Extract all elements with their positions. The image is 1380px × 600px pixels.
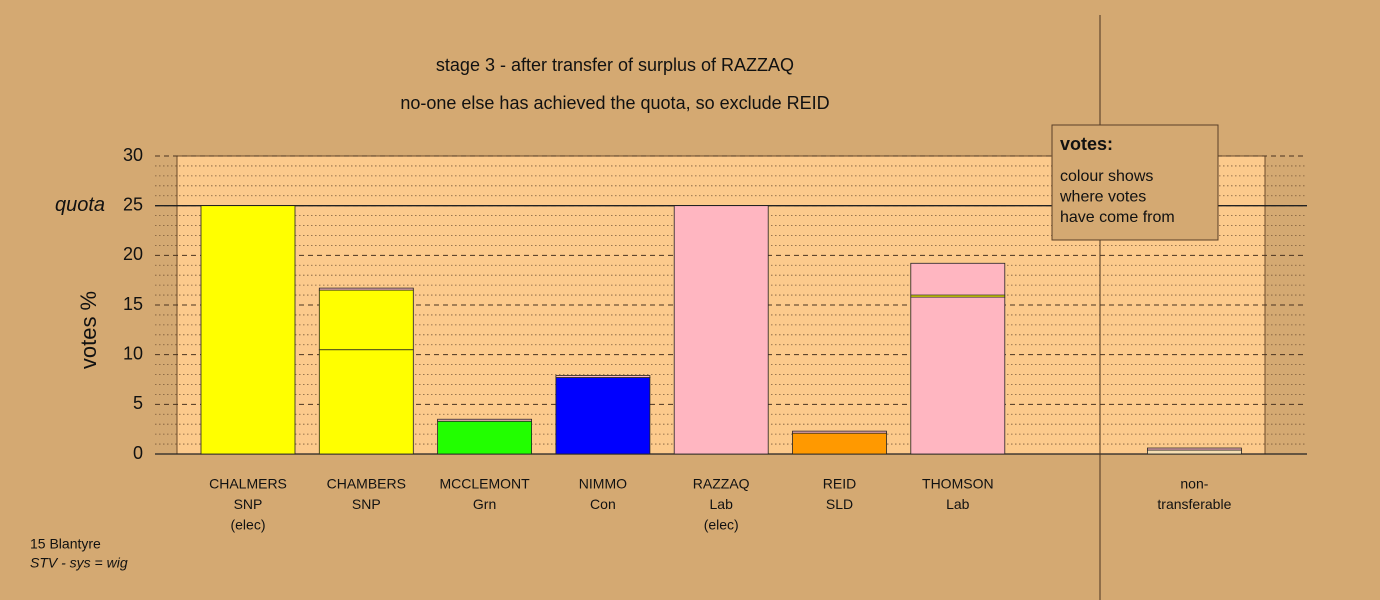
x-tick-label: transferable [1157, 496, 1231, 512]
bar-segment [318, 287, 414, 291]
bar-segment [792, 432, 887, 455]
bar-segment [910, 296, 1006, 455]
y-tick-label: 15 [123, 294, 143, 314]
legend-box [1051, 124, 1219, 241]
x-tick-label: non- [1180, 476, 1208, 492]
bar-segment [437, 420, 533, 455]
x-tick-label: MCCLEMONT [439, 476, 530, 492]
x-tick-label: RAZZAQ [693, 476, 750, 492]
x-tick-label: CHALMERS [209, 476, 287, 492]
y-tick-label: 25 [123, 194, 143, 214]
y-tick-label: 10 [123, 343, 143, 363]
legend-text: colour shows [1060, 168, 1153, 185]
chart-title: stage 3 - after transfer of surplus of R… [436, 55, 794, 75]
chart-subtitle: no-one else has achieved the quota, so e… [400, 93, 829, 113]
y-axis-label: votes % [76, 291, 101, 369]
legend-text: where votes [1059, 189, 1146, 206]
x-tick-label: SNP [234, 496, 263, 512]
x-tick-label: THOMSON [922, 476, 994, 492]
y-tick-label: 30 [123, 145, 143, 165]
bar-segment [437, 418, 533, 422]
note: 15 Blantyre [30, 536, 101, 552]
bar-segment [200, 205, 296, 455]
bar-segment [792, 430, 887, 434]
y-tick-label: 5 [133, 393, 143, 413]
bar-segment [673, 205, 769, 455]
x-tick-label: Grn [473, 496, 496, 512]
y-tick-label: 20 [123, 244, 143, 264]
bar-segment [555, 375, 651, 378]
bar-segment [1147, 449, 1242, 455]
note: STV - sys = wig [30, 555, 128, 571]
legend-text: have come from [1060, 209, 1175, 226]
x-tick-label: SNP [352, 496, 381, 512]
y-tick-label: 0 [133, 443, 143, 463]
legend-title: votes: [1060, 134, 1113, 154]
x-tick-label: CHAMBERS [327, 476, 406, 492]
x-tick-label: Con [590, 496, 616, 512]
x-tick-label: (elec) [230, 517, 265, 533]
bar-segment [318, 349, 414, 455]
x-tick-label: REID [823, 476, 856, 492]
x-tick-label: Lab [710, 496, 734, 512]
x-tick-label: NIMMO [579, 476, 627, 492]
bar-segment [1147, 447, 1242, 451]
bar-segment [318, 289, 414, 351]
x-tick-label: (elec) [704, 517, 739, 533]
quota-label: quota [55, 194, 105, 216]
bar-segment [555, 377, 651, 455]
x-tick-label: Lab [946, 496, 970, 512]
x-tick-label: SLD [826, 496, 853, 512]
bar-segment [910, 262, 1006, 296]
